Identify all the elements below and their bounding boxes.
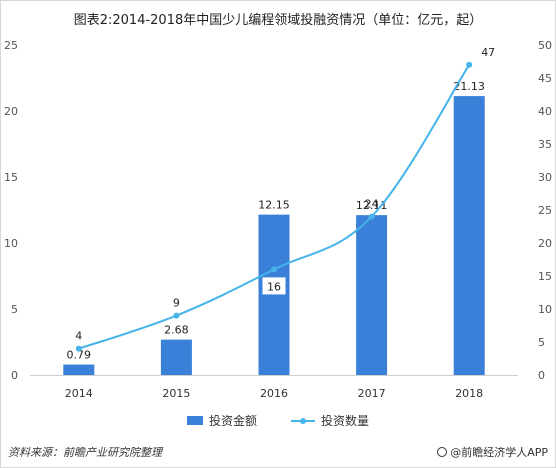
x-tick-label: 2015: [162, 387, 190, 400]
bar: [258, 214, 290, 375]
line-series: 4 9 16 24 47: [75, 46, 495, 352]
legend-swatch-line: [291, 416, 315, 426]
left-tick-label: 0: [11, 369, 18, 382]
chart-title: 图表2:2014-2018年中国少儿编程领域投融资情况（单位：亿元，起）: [73, 13, 483, 28]
source-note: 资料来源：前瞻产业研究院整理: [8, 446, 162, 459]
line-value-label: 24: [365, 198, 379, 211]
line-path: [78, 64, 471, 350]
left-axis-ticks: 0 5 10 15 20 25: [4, 39, 18, 382]
left-tick-label: 10: [4, 237, 18, 250]
x-tick-label: 2014: [65, 387, 93, 400]
brand-logo-icon: [437, 447, 448, 457]
legend: 投资金额 投资数量: [0, 412, 556, 429]
line-point: [466, 61, 473, 68]
right-tick-label: 45: [538, 72, 552, 85]
x-tick-label: 2018: [455, 387, 483, 400]
left-tick-label: 15: [4, 171, 18, 184]
right-tick-label: 35: [538, 138, 552, 151]
right-tick-label: 10: [538, 303, 552, 316]
line-value-label: 47: [481, 46, 495, 59]
legend-swatch-bar: [186, 416, 203, 425]
bar-value-label: 12.15: [258, 199, 290, 212]
bar: [453, 96, 485, 376]
right-axis-ticks: 0 5 10 15 20 25 30 35 40 45 50: [538, 39, 552, 382]
bar-value-label: 21.13: [453, 80, 485, 93]
right-tick-label: 50: [538, 39, 552, 52]
line-value-label: 9: [173, 297, 180, 310]
right-tick-label: 20: [538, 237, 552, 250]
left-tick-label: 20: [4, 105, 18, 118]
line-value-label: 4: [75, 330, 82, 343]
bar: [356, 215, 388, 375]
legend-label-count: 投资数量: [321, 414, 370, 428]
right-tick-label: 40: [538, 105, 552, 118]
line-point: [368, 213, 375, 220]
x-axis-ticks: 2014 2015 2016 2017 2018: [65, 387, 483, 400]
line-point: [75, 345, 82, 352]
line-point: [271, 266, 277, 273]
bar-value-label: 0.79: [67, 349, 92, 362]
x-tick-label: 2017: [358, 387, 386, 400]
legend-label-amount: 投资金额: [208, 414, 257, 428]
x-tick-label: 2016: [260, 387, 288, 400]
right-tick-label: 0: [538, 369, 545, 382]
legend-item-amount: 投资金额: [186, 412, 257, 429]
line-label-box: [262, 277, 286, 295]
brand-credit: @前瞻经济学人APP: [437, 444, 548, 460]
line-value-label: 16: [267, 280, 281, 293]
right-tick-label: 25: [538, 204, 552, 217]
bar: [160, 339, 192, 375]
right-tick-label: 5: [538, 336, 545, 349]
bar-value-label: 2.68: [164, 324, 189, 337]
left-tick-label: 25: [4, 39, 18, 52]
right-tick-label: 15: [538, 270, 552, 283]
left-tick-label: 5: [11, 303, 18, 316]
right-tick-label: 30: [538, 171, 552, 184]
legend-item-count: 投资数量: [291, 412, 369, 429]
bar: [63, 364, 95, 375]
brand-text: @前瞻经济学人APP: [450, 446, 548, 459]
line-point: [173, 312, 180, 319]
